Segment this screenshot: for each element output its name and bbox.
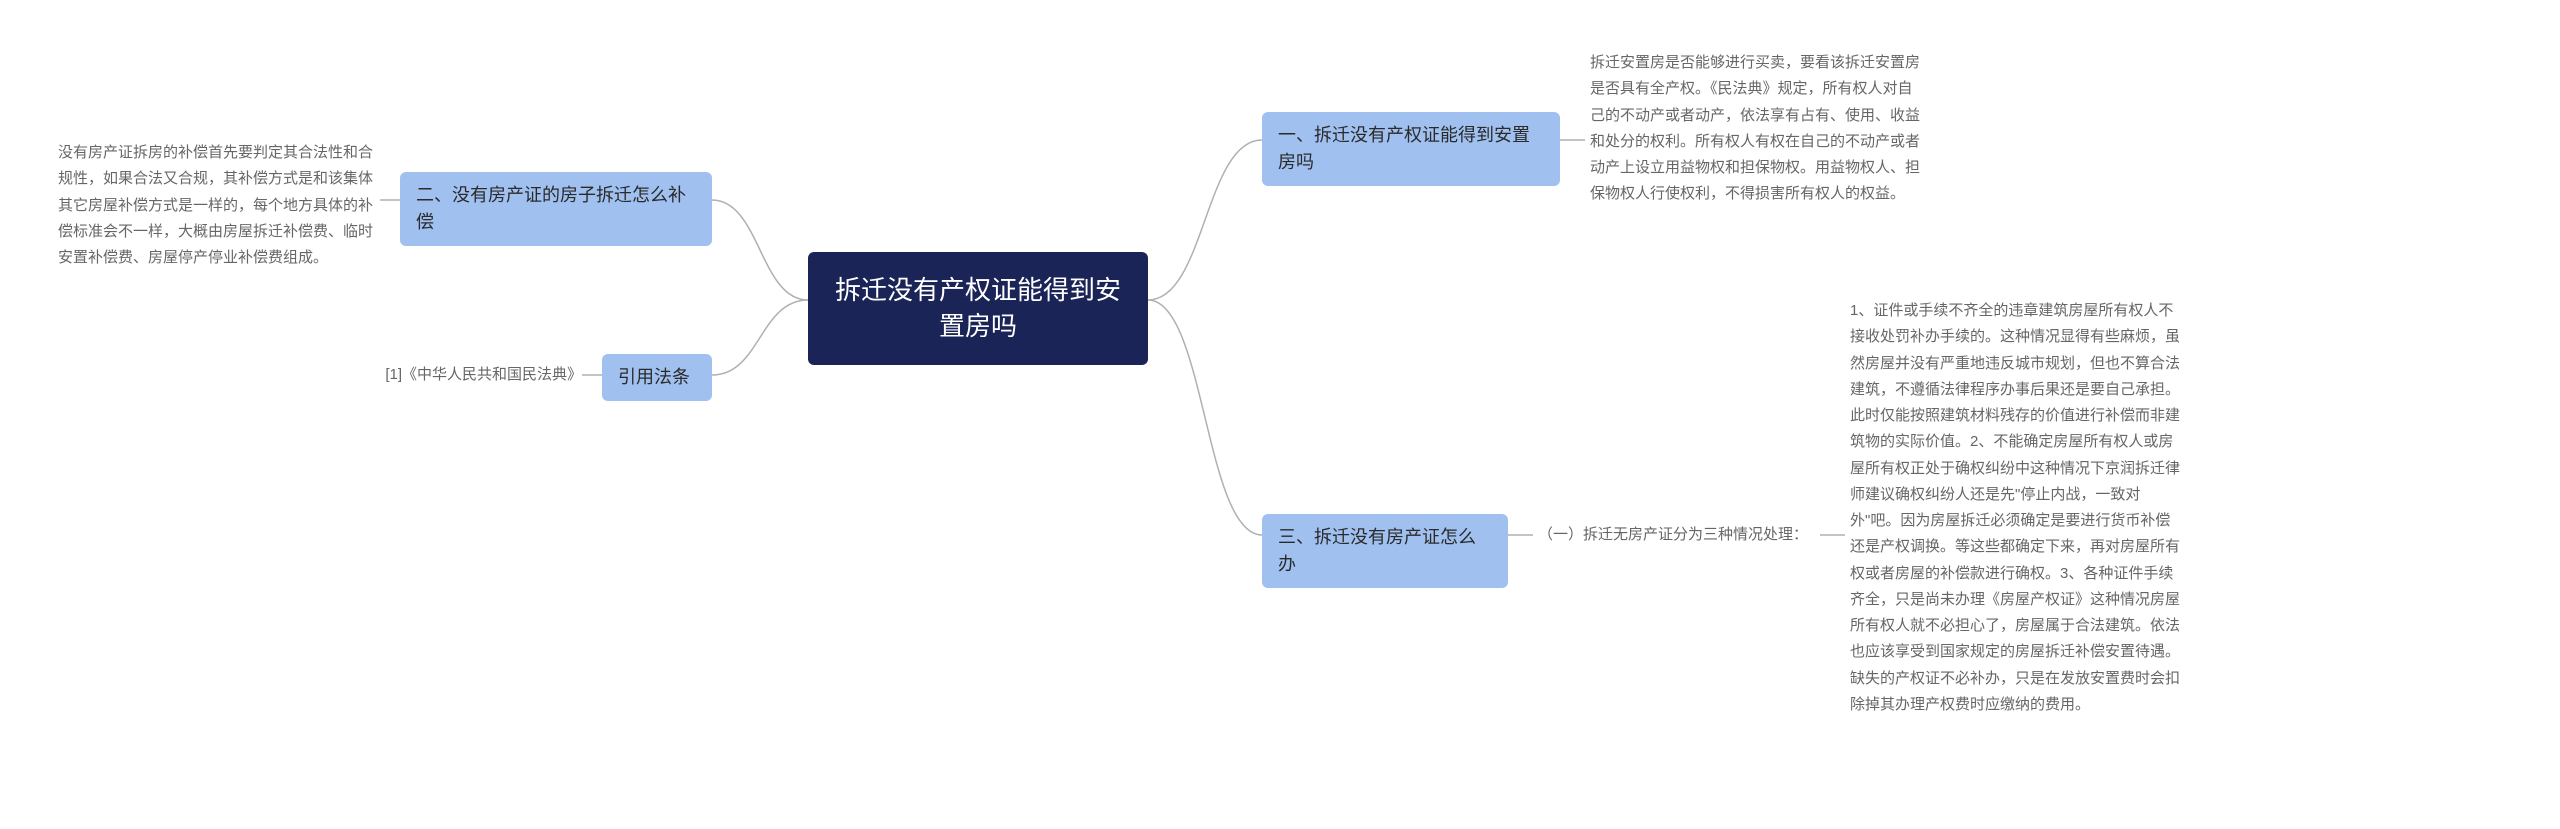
branch-1-label: 一、拆迁没有产权证能得到安置房吗 — [1278, 122, 1544, 176]
ref-desc-text: [1]《中华人民共和国民法典》 — [385, 366, 582, 383]
branch-node-2: 二、没有房产证的房子拆迁怎么补偿 — [400, 172, 712, 246]
ref-desc: [1]《中华人民共和国民法典》 — [370, 362, 582, 388]
branch-node-3: 三、拆迁没有房产证怎么办 — [1262, 514, 1508, 588]
branch-3-sub-text: （一）拆迁无房产证分为三种情况处理： — [1538, 526, 1808, 543]
branch-2-desc: 没有房产证拆房的补偿首先要判定其合法性和合规性，如果合法又合规，其补偿方式是和该… — [58, 140, 380, 271]
branch-3-desc: 1、证件或手续不齐全的违章建筑房屋所有权人不接收处罚补办手续的。这种情况显得有些… — [1850, 298, 2180, 718]
root-node: 拆迁没有产权证能得到安置房吗 — [808, 252, 1148, 365]
branch-1-desc: 拆迁安置房是否能够进行买卖，要看该拆迁安置房是否具有全产权。《民法典》规定，所有… — [1590, 50, 1920, 208]
branch-node-1: 一、拆迁没有产权证能得到安置房吗 — [1262, 112, 1560, 186]
branch-3-label: 三、拆迁没有房产证怎么办 — [1278, 524, 1492, 578]
branch-2-desc-text: 没有房产证拆房的补偿首先要判定其合法性和合规性，如果合法又合规，其补偿方式是和该… — [58, 144, 373, 266]
root-text: 拆迁没有产权证能得到安置房吗 — [824, 272, 1132, 345]
ref-node: 引用法条 — [602, 354, 712, 401]
branch-3-sub: （一）拆迁无房产证分为三种情况处理： — [1538, 522, 1828, 548]
branch-1-desc-text: 拆迁安置房是否能够进行买卖，要看该拆迁安置房是否具有全产权。《民法典》规定，所有… — [1590, 54, 1920, 202]
branch-3-desc-text: 1、证件或手续不齐全的违章建筑房屋所有权人不接收处罚补办手续的。这种情况显得有些… — [1850, 302, 2180, 713]
ref-label: 引用法条 — [618, 364, 690, 391]
branch-2-label: 二、没有房产证的房子拆迁怎么补偿 — [416, 182, 696, 236]
